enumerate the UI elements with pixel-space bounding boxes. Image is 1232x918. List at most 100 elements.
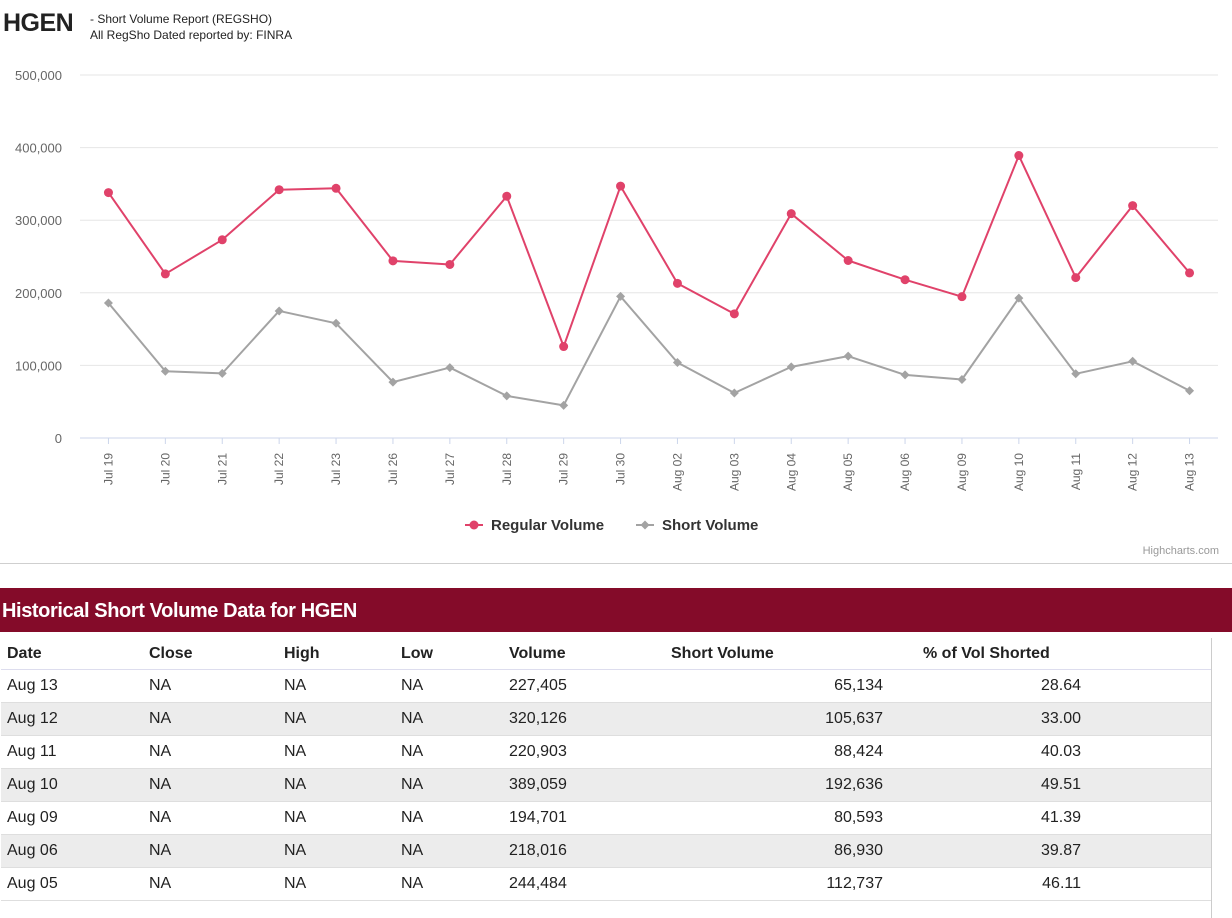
short-volume-point [1014, 293, 1024, 303]
col-header-high: High [280, 638, 401, 670]
short-volume-point [274, 306, 284, 316]
regular-volume-point [103, 188, 113, 198]
cell-low: NA [401, 867, 509, 901]
col-header-close: Close [145, 638, 280, 670]
cell-short-volume: 192,636 [671, 768, 923, 802]
cell-date: Aug 12 [1, 702, 145, 736]
x-tick-label: Jul 26 [386, 453, 400, 485]
table-row: Aug 13 NA NA NA 227,405 65,134 28.64 [1, 669, 1211, 703]
cell-high: NA [280, 768, 401, 802]
series-line-regular-volume [107, 154, 1191, 348]
x-tick-label: Jul 29 [557, 453, 571, 485]
short-volume-point [1071, 369, 1081, 379]
legend-marker-short-volume [640, 520, 650, 530]
x-tick-label: Aug 04 [784, 453, 798, 491]
y-tick-label: 500,000 [15, 68, 62, 83]
cell-short-volume: 105,637 [671, 702, 923, 736]
cell-short-volume: 88,424 [671, 735, 923, 769]
table-row: Aug 11 NA NA NA 220,903 88,424 40.03 [1, 735, 1211, 769]
regular-volume-point [331, 183, 341, 193]
highcharts-credit[interactable]: Highcharts.com [1142, 545, 1219, 557]
regular-volume-point [274, 185, 284, 195]
x-tick-label: Jul 20 [158, 453, 172, 485]
table-row: Aug 09 NA NA NA 194,701 80,593 41.39 [1, 801, 1211, 835]
cell-date: Aug 06 [1, 834, 145, 868]
regular-volume-point [616, 181, 626, 191]
short-volume-point [843, 351, 853, 361]
regular-volume-point [1071, 273, 1081, 283]
cell-volume: 218,016 [509, 834, 671, 868]
cell-close: NA [145, 834, 280, 868]
x-tick-label: Aug 03 [727, 453, 741, 491]
cell-short-volume: 65,134 [671, 669, 923, 703]
cell-close: NA [145, 669, 280, 703]
short-volume-point [616, 291, 626, 301]
x-tick-label: Aug 05 [841, 453, 855, 491]
x-tick-label: Aug 09 [955, 453, 969, 491]
short-volume-point [445, 363, 455, 373]
cell-high: NA [280, 735, 401, 769]
cell-short-volume: 80,593 [671, 801, 923, 835]
x-tick-label: Aug 12 [1126, 453, 1140, 491]
subtitle-line-2: All RegSho Dated reported by: FINRA [90, 28, 293, 42]
cell-low: NA [401, 735, 509, 769]
y-tick-label: 300,000 [15, 213, 62, 228]
regular-volume-point [843, 256, 853, 266]
short-volume-point [729, 388, 739, 398]
cell-date: Aug 10 [1, 768, 145, 802]
cell-low: NA [401, 801, 509, 835]
cell-low: NA [401, 702, 509, 736]
ticker-symbol: HGEN [3, 9, 74, 37]
historical-data-panel: Historical Short Volume Data for HGEN Da… [0, 588, 1232, 918]
cell-close: NA [145, 735, 280, 769]
cell-date: Aug 05 [1, 867, 145, 901]
x-tick-label: Aug 13 [1183, 453, 1197, 491]
short-volume-point [786, 362, 796, 372]
regular-volume-point [900, 275, 910, 285]
cell-close: NA [145, 801, 280, 835]
short-volume-chart: 0 100,000 200,000 300,000 400,000 500,000 Jul … [15, 68, 1218, 534]
regular-volume-point [445, 259, 455, 269]
short-volume-point [559, 400, 569, 410]
subtitle-line-1: - Short Volume Report (REGSHO) [90, 12, 273, 26]
col-header-date: Date [1, 638, 145, 670]
table-row: Aug 12 NA NA NA 320,126 105,637 33.00 [1, 702, 1211, 736]
cell-pct-shorted: 40.03 [923, 735, 1211, 769]
cell-pct-shorted: 46.11 [923, 867, 1211, 901]
regular-volume-point [672, 278, 682, 288]
cell-close: NA [145, 867, 280, 901]
y-tick-label: 200,000 [15, 286, 62, 301]
x-tick-label: Jul 21 [215, 453, 229, 485]
regular-volume-point [729, 309, 739, 319]
regular-volume-point [786, 209, 796, 219]
cell-high: NA [280, 867, 401, 901]
regular-volume-point [1185, 268, 1195, 278]
short-volume-point [103, 298, 113, 308]
y-tick-label: 400,000 [15, 141, 62, 156]
short-volume-table: Date Close High Low Volume Short Volume … [1, 638, 1211, 901]
cell-short-volume: 86,930 [671, 834, 923, 868]
cell-pct-shorted: 41.39 [923, 801, 1211, 835]
cell-pct-shorted: 28.64 [923, 669, 1211, 703]
x-tick-label: Jul 28 [500, 453, 514, 485]
short-volume-point [1128, 356, 1138, 366]
cell-low: NA [401, 669, 509, 703]
x-tick-label: Aug 10 [1012, 453, 1026, 491]
table-row: Aug 05 NA NA NA 244,484 112,737 46.11 [1, 867, 1211, 901]
short-volume-point [388, 377, 398, 387]
x-tick-label: Aug 02 [670, 453, 684, 491]
cell-date: Aug 11 [1, 735, 145, 769]
regular-volume-point [957, 292, 967, 302]
col-header-volume: Volume [509, 638, 671, 670]
short-volume-point [217, 368, 227, 378]
cell-volume: 194,701 [509, 801, 671, 835]
legend-item-regular-volume[interactable]: Regular Volume [491, 517, 604, 534]
table-right-border [1211, 638, 1212, 918]
cell-volume: 227,405 [509, 669, 671, 703]
series-line-short-volume [107, 295, 1191, 407]
cell-pct-shorted: 49.51 [923, 768, 1211, 802]
panel-title: Historical Short Volume Data for HGEN [0, 588, 1232, 632]
legend-item-short-volume[interactable]: Short Volume [662, 517, 758, 534]
regular-volume-point [559, 342, 569, 352]
cell-pct-shorted: 39.87 [923, 834, 1211, 868]
